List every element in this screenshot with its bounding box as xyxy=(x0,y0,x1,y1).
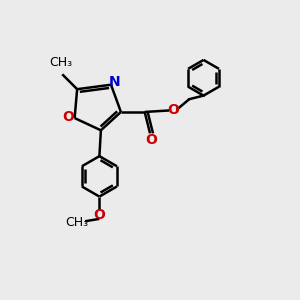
Text: CH₃: CH₃ xyxy=(65,216,88,229)
Text: O: O xyxy=(145,133,157,147)
Text: O: O xyxy=(94,208,105,222)
Text: N: N xyxy=(109,75,120,89)
Text: O: O xyxy=(62,110,74,124)
Text: O: O xyxy=(168,103,179,117)
Text: CH₃: CH₃ xyxy=(49,56,72,69)
